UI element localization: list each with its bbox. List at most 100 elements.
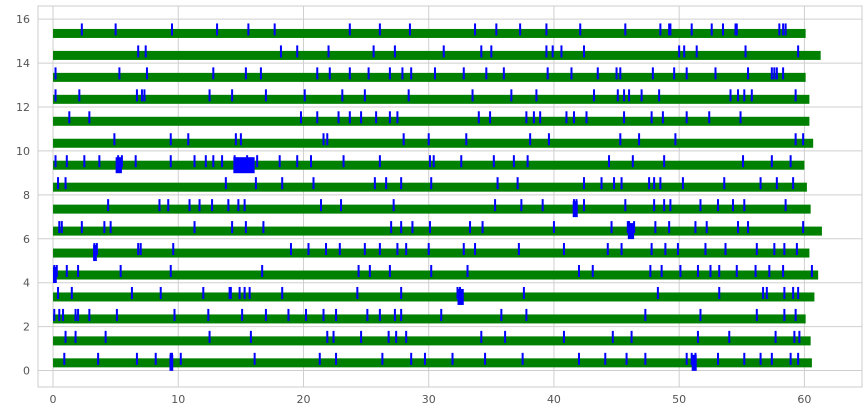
- blue-mark: [552, 221, 555, 234]
- blue-mark: [451, 352, 454, 365]
- blue-mark: [363, 89, 366, 102]
- blue-mark: [694, 221, 697, 234]
- blue-mark: [802, 133, 805, 146]
- blue-mark: [615, 67, 618, 80]
- plot-frame: [37, 5, 863, 388]
- blue-mark: [411, 221, 414, 234]
- blue-mark: [496, 177, 499, 190]
- blue-mark: [281, 177, 284, 190]
- blue-mark: [372, 45, 375, 58]
- blue-mark: [648, 177, 651, 190]
- blue-mark: [58, 308, 61, 321]
- blue-mark: [113, 133, 116, 146]
- blue-mark: [400, 221, 403, 234]
- blue-mark: [681, 177, 684, 190]
- blue-mark: [494, 199, 497, 212]
- blue-mark: [535, 89, 538, 102]
- blue-mark: [789, 155, 792, 168]
- blue-mark: [227, 199, 230, 212]
- blue-mark: [695, 45, 698, 58]
- blue-mark: [360, 330, 363, 343]
- blue-mark: [469, 221, 472, 234]
- blue-mark: [134, 155, 137, 168]
- blue-mark: [402, 133, 405, 146]
- blue-mark: [625, 352, 628, 365]
- green-bar: [53, 358, 812, 368]
- plot-background: [38, 6, 862, 387]
- blue-mark: [58, 221, 61, 234]
- blue-mark: [585, 111, 588, 124]
- blue-mark: [390, 221, 393, 234]
- blue-mark: [755, 308, 758, 321]
- blue-mark: [253, 352, 256, 365]
- blue-mark: [247, 23, 250, 36]
- blue-mark: [393, 308, 396, 321]
- blue-mark: [562, 243, 565, 256]
- blue-mark: [241, 308, 244, 321]
- blue-mark: [644, 352, 647, 365]
- y-tick-label: 6: [23, 233, 30, 246]
- blue-mark: [471, 89, 474, 102]
- blue-mark: [244, 67, 247, 80]
- blue-mark: [735, 265, 738, 278]
- blue-mark: [234, 133, 237, 146]
- blue-mark: [737, 221, 740, 234]
- blue-mark: [754, 265, 757, 278]
- x-tick-label: 20: [296, 393, 310, 406]
- blue-mark: [630, 330, 633, 343]
- blue-mark: [430, 177, 433, 190]
- blue-mark: [259, 67, 262, 80]
- blue-mark: [53, 308, 56, 321]
- blue-mark: [669, 199, 672, 212]
- blue-mark: [64, 330, 67, 343]
- blue-mark: [539, 111, 542, 124]
- blue-mark: [714, 67, 717, 80]
- blue-mark: [208, 89, 211, 102]
- blue-mark: [570, 67, 573, 80]
- blue-mark: [70, 286, 73, 299]
- blue-mark: [577, 352, 580, 365]
- blue-mark: [743, 89, 746, 102]
- blue-mark: [378, 308, 381, 321]
- blue-mark: [783, 243, 786, 256]
- blue-mark: [797, 352, 800, 365]
- blue-mark: [405, 330, 408, 343]
- blue-mark: [631, 155, 634, 168]
- blue-mark: [172, 243, 175, 256]
- blue-mark: [743, 199, 746, 212]
- blue-mark: [296, 155, 299, 168]
- blue-mark: [709, 265, 712, 278]
- blue-mark: [216, 23, 219, 36]
- blue-mark: [109, 221, 112, 234]
- blue-mark: [551, 45, 554, 58]
- blue-mark: [68, 111, 71, 124]
- blue-mark: [325, 243, 328, 256]
- blue-mark: [596, 67, 599, 80]
- blue-mark: [360, 111, 363, 124]
- blue-mark: [254, 177, 257, 190]
- blue-mark: [303, 89, 306, 102]
- blue-mark: [104, 330, 107, 343]
- blue-mark: [794, 308, 797, 321]
- blue-mark: [718, 286, 721, 299]
- blue-mark: [623, 111, 626, 124]
- blue-mark: [88, 111, 91, 124]
- blue-mark: [502, 67, 505, 80]
- blue-mark: [77, 265, 80, 278]
- blue-mark: [739, 111, 742, 124]
- blue-mark: [169, 265, 172, 278]
- blue-mark: [388, 111, 391, 124]
- green-bar: [53, 182, 807, 192]
- blue-mark: [610, 221, 613, 234]
- blue-mark: [57, 177, 60, 190]
- blue-mark: [716, 199, 719, 212]
- x-tick-label: 40: [547, 393, 561, 406]
- blue-mark: [243, 286, 246, 299]
- blue-mark: [606, 243, 609, 256]
- green-bar: [53, 94, 810, 104]
- x-tick-label: 30: [422, 393, 436, 406]
- blue-mark: [798, 330, 801, 343]
- blue-mark: [427, 133, 430, 146]
- blue-mark: [465, 133, 468, 146]
- blue-mark: [442, 45, 445, 58]
